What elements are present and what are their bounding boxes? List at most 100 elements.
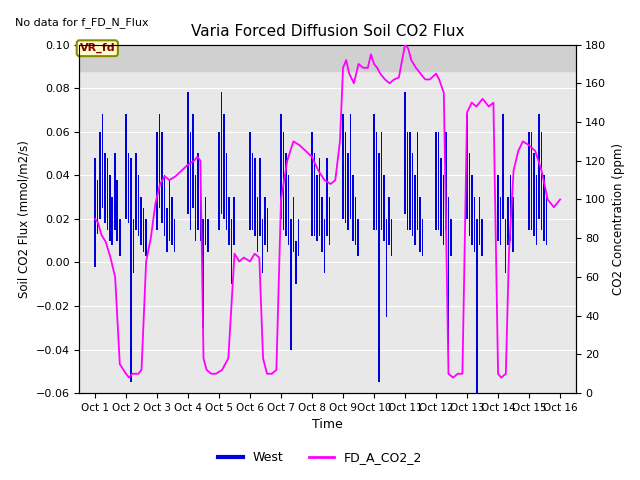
Bar	[257, 197, 259, 252]
Bar	[97, 180, 99, 234]
Bar	[326, 158, 328, 236]
Bar	[106, 158, 108, 230]
Bar	[116, 180, 118, 240]
Bar	[79, 32, 575, 71]
Bar	[479, 197, 481, 245]
Bar	[200, 175, 201, 240]
Y-axis label: CO2 Concentration (ppm): CO2 Concentration (ppm)	[612, 143, 625, 295]
Bar	[164, 175, 165, 236]
Bar	[138, 175, 140, 236]
Bar	[390, 219, 392, 256]
Bar	[385, 219, 387, 317]
Bar	[376, 132, 378, 230]
Bar	[381, 132, 382, 230]
Bar	[497, 175, 499, 240]
Bar	[450, 219, 452, 256]
Bar	[140, 197, 141, 245]
Bar	[119, 219, 121, 256]
Bar	[321, 197, 323, 252]
Bar	[481, 219, 483, 256]
Bar	[345, 132, 346, 223]
Bar	[319, 158, 321, 236]
Bar	[502, 114, 504, 219]
Bar	[316, 175, 318, 240]
Bar	[156, 132, 158, 230]
Bar	[378, 154, 380, 382]
Bar	[221, 93, 222, 215]
Bar	[114, 154, 116, 230]
Bar	[171, 197, 173, 245]
Bar	[438, 132, 440, 230]
Bar	[404, 93, 406, 215]
Bar	[536, 175, 538, 245]
Text: VR_fd: VR_fd	[79, 43, 115, 53]
Bar	[264, 197, 266, 245]
Bar	[173, 219, 175, 252]
Bar	[285, 154, 287, 236]
Bar	[388, 197, 390, 245]
Bar	[373, 114, 375, 230]
Bar	[422, 219, 423, 256]
Text: No data for f_FD_N_Flux: No data for f_FD_N_Flux	[15, 17, 148, 27]
Bar	[355, 197, 356, 245]
Bar	[342, 114, 344, 219]
Bar	[509, 175, 511, 240]
Bar	[135, 154, 137, 230]
Bar	[471, 175, 473, 245]
Bar	[207, 219, 209, 252]
Bar	[412, 154, 413, 236]
Bar	[125, 114, 127, 219]
Bar	[533, 154, 535, 236]
Bar	[102, 114, 103, 208]
Bar	[383, 175, 385, 240]
Bar	[500, 197, 501, 245]
Legend: West, FD_A_CO2_2: West, FD_A_CO2_2	[213, 446, 427, 469]
Bar	[226, 154, 227, 230]
Bar	[414, 175, 416, 245]
Bar	[324, 219, 325, 273]
Bar	[205, 197, 206, 245]
Bar	[192, 114, 194, 208]
Bar	[130, 158, 132, 382]
Bar	[202, 219, 204, 328]
Bar	[252, 154, 253, 230]
Bar	[435, 132, 437, 230]
Bar	[159, 114, 161, 208]
Bar	[314, 154, 316, 236]
Bar	[94, 158, 96, 267]
Bar	[259, 158, 260, 236]
Bar	[295, 240, 297, 284]
Bar	[168, 180, 170, 240]
Bar	[145, 219, 147, 256]
Bar	[104, 154, 106, 223]
Bar	[443, 175, 444, 245]
Y-axis label: Soil CO2 Flux (mmol/m2/s): Soil CO2 Flux (mmol/m2/s)	[17, 140, 30, 298]
Bar	[249, 132, 251, 230]
Bar	[195, 175, 196, 240]
Bar	[541, 132, 542, 230]
Bar	[528, 132, 530, 230]
Bar	[352, 175, 354, 240]
Bar	[166, 208, 168, 252]
Bar	[311, 132, 313, 236]
Bar	[409, 132, 411, 230]
Bar	[545, 197, 547, 245]
Bar	[109, 175, 111, 240]
Bar	[228, 197, 230, 245]
Bar	[406, 132, 408, 230]
Bar	[328, 197, 330, 245]
Bar	[280, 114, 282, 219]
Bar	[266, 208, 268, 252]
X-axis label: Time: Time	[312, 419, 343, 432]
Bar	[447, 197, 449, 372]
Bar	[349, 114, 351, 219]
Bar	[466, 114, 468, 219]
Bar	[445, 132, 447, 230]
Bar	[187, 93, 189, 215]
Bar	[543, 175, 545, 240]
Bar	[531, 132, 532, 230]
Bar	[233, 197, 235, 245]
Bar	[290, 219, 292, 349]
Bar	[440, 158, 442, 236]
Bar	[357, 219, 359, 256]
